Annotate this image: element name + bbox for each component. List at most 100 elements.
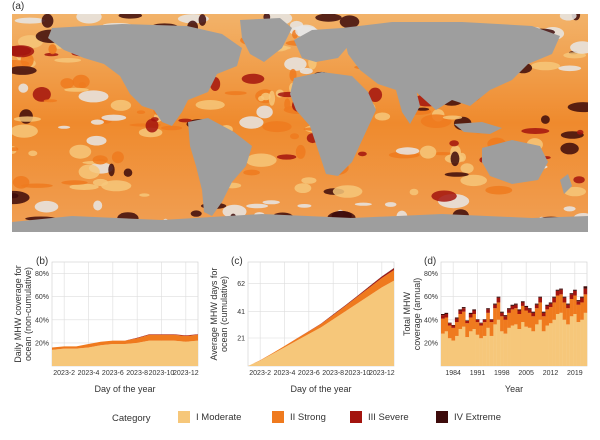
bar-segment-iii-severe [527, 309, 532, 313]
bar-segment-iv-extreme [552, 296, 556, 298]
x-tick-label: 2023-6 [102, 370, 124, 377]
bar-segment-iv-extreme [583, 286, 588, 289]
bar-segment-iv-extreme [479, 322, 483, 324]
bar-segment-iv-extreme [566, 303, 570, 305]
bar-segment-ii-strong [555, 295, 560, 314]
bar-segment-iv-extreme [580, 296, 584, 298]
bar-segment-iv-extreme [548, 302, 553, 304]
bar-segment-i-moderate [472, 329, 476, 366]
mhw-blotch [444, 172, 469, 177]
mhw-blotch [432, 152, 453, 156]
bar-segment-iv-extreme [458, 309, 463, 311]
bar-segment-iv-extreme [447, 322, 452, 324]
mhw-blotch [258, 95, 265, 102]
mhw-blotch [224, 91, 247, 96]
y-axis-title-line: ocean (cumulative) [219, 276, 229, 352]
bar-segment-ii-strong [527, 312, 532, 328]
bar-segment-iii-severe [555, 290, 560, 296]
bar-segment-iv-extreme [569, 293, 574, 295]
bar-segment-iv-extreme [541, 311, 546, 313]
bar-segment-ii-strong [531, 316, 536, 332]
bar-segment-iv-extreme [527, 308, 532, 310]
bar-segment-iii-severe [514, 304, 518, 309]
bar-segment-ii-strong [580, 302, 584, 320]
y-tick-label: 41 [237, 309, 245, 316]
bar-segment-i-moderate [520, 322, 525, 366]
mhw-blotch [449, 140, 459, 147]
chart-cumulative-days-svg: 21 41 62 2023-2 2023-4 2023-6 2023-8 2023-10202… [209, 261, 395, 394]
bar-segment-i-moderate [548, 323, 553, 366]
legend-item-severe: III Severe [350, 411, 409, 423]
mhw-blotch [246, 203, 268, 209]
y-tick-label: 40% [35, 317, 49, 324]
mhw-blotch [108, 163, 115, 177]
bar-segment-ii-strong [534, 308, 539, 325]
bar-segment-iii-severe [576, 301, 581, 305]
mhw-blotch [460, 174, 488, 187]
bar-segment-iv-extreme [451, 324, 456, 326]
mhw-blotch [190, 210, 202, 217]
bar-segment-iv-extreme [500, 311, 504, 313]
mhw-blotch [567, 102, 588, 113]
mhw-blotch [60, 78, 74, 89]
mhw-blotch [531, 61, 560, 71]
mhw-blotch [460, 163, 474, 174]
bar-segment-iv-extreme [555, 289, 560, 291]
bar-segment-i-moderate [559, 312, 563, 366]
bar-segment-iv-extreme [559, 288, 563, 290]
mhw-blotch [14, 17, 46, 24]
bar-segment-i-moderate [451, 340, 456, 366]
bar-segment-ii-strong [507, 312, 511, 328]
mhw-blotch [222, 204, 247, 219]
mhw-blotch [12, 176, 30, 189]
world-mhw-map [12, 14, 588, 232]
x-tick-label: 2023-10 [345, 370, 371, 377]
mhw-blotch [78, 164, 100, 180]
bar-segment-iii-severe [500, 312, 504, 317]
bar-segment-ii-strong [454, 322, 459, 336]
bar-segment-ii-strong [486, 312, 490, 328]
y-tick-label: 60% [424, 294, 438, 301]
mhw-blotch [384, 202, 397, 207]
y-tick-label: 20% [35, 340, 49, 347]
mhw-blotch [374, 112, 391, 121]
bar-segment-i-moderate [576, 322, 581, 366]
mhw-blotch [93, 200, 103, 211]
mhw-blotch [339, 15, 360, 29]
mhw-blotch [61, 180, 88, 185]
bar-segment-i-moderate [545, 325, 549, 366]
mhw-blotch [297, 204, 312, 208]
land-indonesia [454, 122, 502, 134]
bar-segment-i-moderate [562, 319, 567, 366]
mhw-blotch [101, 180, 132, 192]
bar-segment-iii-severe [552, 297, 556, 303]
mhw-blotch [139, 193, 150, 197]
mhw-blotch [560, 142, 579, 155]
legend-label-strong: II Strong [290, 411, 326, 423]
x-tick-label: 2023-4 [78, 370, 100, 377]
bar-segment-i-moderate [503, 333, 508, 366]
bar-segment-i-moderate [475, 334, 480, 366]
bar-segment-iv-extreme [573, 289, 577, 291]
bar-segment-iii-severe [541, 312, 546, 317]
mhw-blotch [301, 177, 317, 184]
mhw-blotch [368, 87, 383, 103]
area-ii-strong [52, 334, 198, 350]
bar-segment-i-moderate [458, 329, 463, 366]
legend-label-severe: III Severe [368, 411, 409, 423]
bar-segment-i-moderate [531, 331, 536, 366]
bar-segment-iv-extreme [441, 314, 445, 316]
y-axis-title-line: Total MHW [402, 292, 412, 337]
x-tick-label: 2023-2 [53, 370, 75, 377]
mhw-blotch [12, 147, 19, 152]
bar-segment-iii-severe [562, 297, 567, 303]
panel-label-c: (c) [231, 256, 243, 267]
bar-segment-i-moderate [534, 324, 539, 366]
land-africa [290, 72, 376, 176]
bar-segment-iii-severe [566, 304, 570, 309]
mhw-blotch [78, 90, 109, 103]
bar-segment-iv-extreme [545, 304, 549, 306]
chart-annual-coverage: 20% 40% 60% 80% 1984 1991 1998 2005 2012 2019 Year… [401, 258, 593, 396]
x-tick-label: 2023-10 [149, 370, 175, 377]
x-tick-label: 1998 [494, 370, 510, 377]
